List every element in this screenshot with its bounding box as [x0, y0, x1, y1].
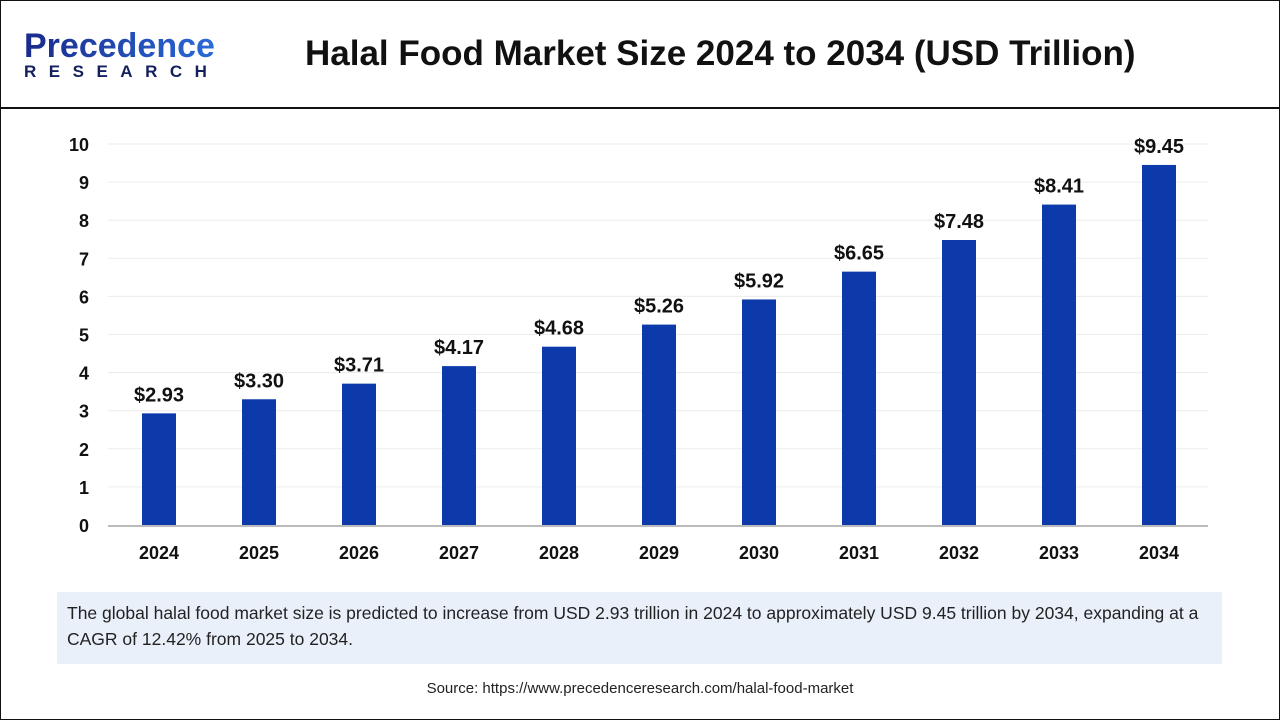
x-tick-label: 2026 — [339, 543, 379, 563]
data-label: $3.71 — [334, 355, 384, 377]
bar — [342, 383, 376, 525]
data-label: $4.68 — [534, 318, 584, 340]
data-label: $7.48 — [934, 211, 984, 233]
bar — [242, 399, 276, 525]
data-label: $5.26 — [634, 296, 684, 318]
bar — [542, 346, 576, 525]
bar — [142, 413, 176, 525]
bar — [1042, 204, 1076, 526]
data-label: $4.17 — [434, 337, 484, 359]
bar — [942, 240, 976, 525]
description-box: The global halal food market size is pre… — [57, 592, 1222, 664]
y-tick-label: 1 — [79, 478, 89, 498]
bar — [742, 299, 776, 525]
x-tick-label: 2034 — [1139, 543, 1179, 563]
header: Precedence RESEARCH Halal Food Market Si… — [0, 0, 1280, 109]
y-tick-label: 6 — [79, 287, 89, 307]
data-label: $3.30 — [234, 370, 284, 392]
x-tick-label: 2033 — [1039, 543, 1079, 563]
y-tick-label: 8 — [79, 211, 89, 231]
data-label: $9.45 — [1134, 136, 1184, 158]
y-tick-label: 2 — [79, 440, 89, 460]
data-label: $8.41 — [1034, 176, 1084, 198]
data-label: $5.92 — [734, 270, 784, 292]
y-tick-label: 7 — [79, 249, 89, 269]
x-tick-label: 2025 — [239, 543, 279, 563]
bar — [842, 271, 876, 525]
chart-title: Halal Food Market Size 2024 to 2034 (USD… — [305, 34, 1136, 73]
x-tick-label: 2029 — [639, 543, 679, 563]
y-tick-label: 9 — [79, 173, 89, 193]
y-tick-label: 5 — [79, 326, 89, 346]
bar — [442, 366, 476, 525]
y-tick-label: 4 — [79, 364, 89, 384]
data-label: $2.93 — [134, 384, 184, 406]
x-tick-label: 2028 — [539, 543, 579, 563]
bar — [642, 324, 676, 525]
x-tick-label: 2031 — [839, 543, 879, 563]
precedence-research-logo: Precedence RESEARCH — [24, 27, 220, 81]
x-tick-label: 2024 — [139, 543, 179, 563]
x-tick-label: 2030 — [739, 543, 779, 563]
y-tick-label: 3 — [79, 402, 89, 422]
bar — [1142, 164, 1176, 525]
x-tick-label: 2032 — [939, 543, 979, 563]
data-label: $6.65 — [834, 243, 884, 265]
bar-chart: 0 1 2 3 4 5 6 7 8 9 10 $2.93 2024 $3.30 2025 $3.71 2026 $… — [69, 135, 1208, 563]
y-tick-label: 0 — [79, 516, 89, 536]
x-tick-label: 2027 — [439, 543, 479, 563]
source-text: Source: https://www.precedenceresearch.c… — [426, 680, 854, 697]
y-tick-label: 10 — [69, 135, 89, 155]
